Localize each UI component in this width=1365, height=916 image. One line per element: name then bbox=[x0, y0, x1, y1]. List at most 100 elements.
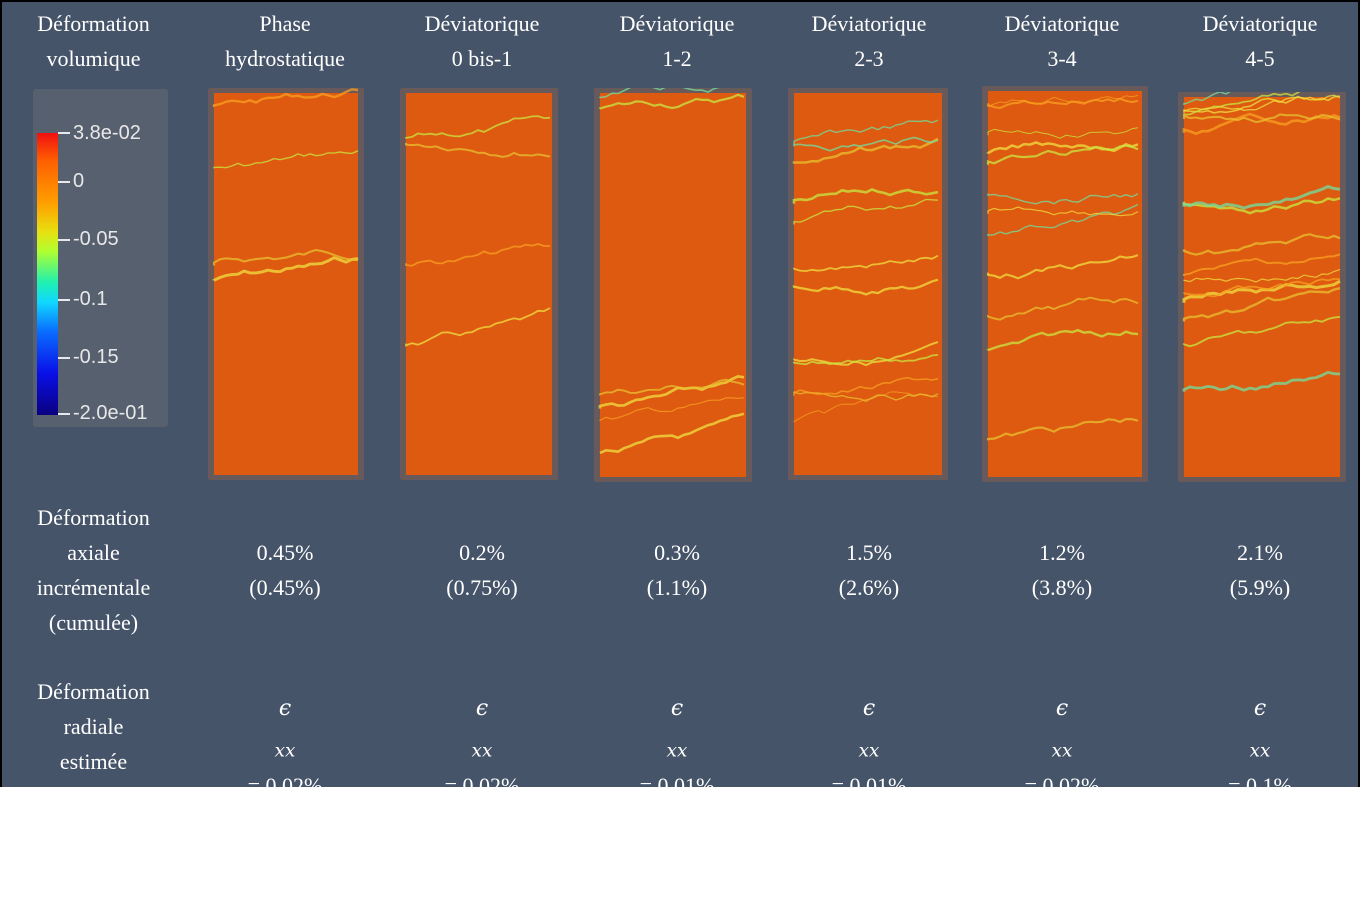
label-line: Déformation bbox=[37, 11, 150, 36]
shear-band bbox=[986, 254, 1139, 280]
eyy-value: =0.2% bbox=[1230, 885, 1290, 911]
shear-band bbox=[1182, 113, 1341, 124]
header-line: Déviatorique bbox=[811, 11, 927, 36]
column-header-5: Déviatorique 4-5 bbox=[1165, 6, 1355, 86]
shear-band bbox=[986, 144, 1139, 165]
shear-band bbox=[212, 88, 359, 107]
incremental-value: 0.45% bbox=[256, 540, 314, 565]
shear-band bbox=[405, 115, 551, 139]
shear-band bbox=[793, 391, 939, 423]
exx-value: = 0.1% bbox=[1228, 773, 1292, 799]
eyy-value: =0.06% bbox=[1027, 885, 1097, 911]
header-line: Déviatorique bbox=[1004, 11, 1120, 36]
shear-band bbox=[1182, 287, 1341, 322]
cumulative-value: (1.1%) bbox=[646, 575, 708, 600]
shear-band bbox=[1182, 197, 1341, 215]
eyy-line: ϵ yy =0.01% bbox=[190, 803, 380, 915]
shear-band bbox=[1183, 277, 1341, 298]
epsilon-symbol: ϵ bbox=[862, 808, 876, 834]
shear-band bbox=[987, 206, 1139, 217]
sample-image-5 bbox=[1178, 92, 1346, 482]
shear-band bbox=[793, 341, 939, 367]
label-line: axiale bbox=[67, 540, 120, 565]
subscript-yy: yy bbox=[1249, 852, 1271, 874]
colorbar-tick-label: -0.05 bbox=[73, 228, 119, 250]
exx-value: = 0.01% bbox=[831, 773, 907, 799]
epsilon-symbol: ϵ bbox=[475, 696, 489, 721]
axial-cell-4: 1.2% (3.8%) bbox=[967, 535, 1157, 605]
sample-image-1 bbox=[400, 88, 558, 480]
shear-band bbox=[986, 328, 1139, 352]
header-line: 1-2 bbox=[662, 46, 692, 71]
colorbar-tick bbox=[58, 357, 70, 359]
shear-band bbox=[793, 119, 939, 144]
colorbar-tick-label: 3.8e-02 bbox=[73, 122, 141, 144]
shear-band bbox=[1182, 233, 1341, 256]
shear-band bbox=[598, 375, 745, 409]
colorbar-tick-label: 0 bbox=[73, 170, 85, 192]
label-line: Déformation bbox=[37, 679, 150, 704]
axial-cell-1: 0.2% (0.75%) bbox=[387, 535, 577, 605]
eyy-line: ϵ yy =0.2% bbox=[1165, 803, 1355, 915]
epsilon-symbol: ϵ bbox=[278, 808, 292, 834]
column-header-0: Phase hydrostatique bbox=[190, 6, 380, 86]
axial-cell-3: 1.5% (2.6%) bbox=[774, 535, 964, 605]
subscript-xx: xx bbox=[274, 740, 296, 762]
colorbar-tick bbox=[58, 413, 70, 415]
colorbar-tick-label: -0.15 bbox=[73, 346, 119, 368]
epsilon-symbol: ϵ bbox=[1055, 696, 1069, 721]
eyy-line: ϵ yy =0.01% bbox=[582, 803, 772, 915]
radial-cell-4: ϵ xx = 0.02% ϵ yy =0.06% bbox=[967, 691, 1157, 916]
shear-band bbox=[793, 354, 939, 366]
column-header-2: Déviatorique 1-2 bbox=[582, 6, 772, 86]
colorbar-tick-label: -0.1 bbox=[73, 288, 108, 310]
column-header-4: Déviatorique 3-4 bbox=[967, 6, 1157, 86]
shear-band bbox=[212, 248, 359, 266]
label-line: estimée bbox=[59, 749, 128, 774]
subscript-xx: xx bbox=[858, 740, 880, 762]
header-line: Déviatorique bbox=[1202, 11, 1318, 36]
epsilon-symbol: ϵ bbox=[475, 808, 489, 834]
shear-band bbox=[213, 150, 359, 169]
shear-band bbox=[986, 97, 1139, 110]
exx-value: = 0.02% bbox=[444, 773, 520, 799]
epsilon-symbol: ϵ bbox=[1253, 696, 1267, 721]
axial-cell-0: 0.45% (0.45%) bbox=[190, 535, 380, 605]
colorbar-tick bbox=[58, 181, 70, 183]
shear-band bbox=[1183, 94, 1341, 113]
label-line: radiale bbox=[63, 714, 124, 739]
shear-band bbox=[599, 88, 727, 99]
cumulative-value: (0.45%) bbox=[249, 575, 321, 600]
eyy-line: ϵ yy =0.06% bbox=[967, 803, 1157, 915]
shear-band bbox=[1183, 92, 1231, 106]
radial-cell-5: ϵ xx = 0.1% ϵ yy =0.2% bbox=[1165, 691, 1355, 916]
cumulative-value: (3.8%) bbox=[1031, 575, 1093, 600]
header-line: 0 bis-1 bbox=[451, 46, 513, 71]
shear-band bbox=[792, 137, 939, 164]
header-line: Déviatorique bbox=[424, 11, 540, 36]
subscript-yy: yy bbox=[666, 852, 688, 874]
colorbar-tick bbox=[58, 239, 70, 241]
axial-cell-5: 2.1% (5.9%) bbox=[1165, 535, 1355, 605]
colorbar-gradient bbox=[37, 133, 58, 415]
label-line: incrémentale bbox=[36, 575, 151, 600]
subscript-yy: yy bbox=[1051, 852, 1073, 874]
cumulative-value: (2.6%) bbox=[838, 575, 900, 600]
shear-band bbox=[599, 397, 745, 422]
shear-band bbox=[598, 93, 745, 110]
shear-band bbox=[987, 127, 1139, 139]
epsilon-symbol: ϵ bbox=[1055, 808, 1069, 834]
shear-band bbox=[405, 243, 550, 267]
eyy-line: ϵ yy =0.02% bbox=[387, 803, 577, 915]
incremental-value: 2.1% bbox=[1237, 540, 1283, 565]
shear-band bbox=[793, 376, 939, 396]
epsilon-symbol: ϵ bbox=[670, 808, 684, 834]
shear-band bbox=[1183, 95, 1341, 114]
subscript-xx: xx bbox=[1051, 740, 1073, 762]
radial-cell-3: ϵ xx = 0.01% ϵ yy =0.05% bbox=[774, 691, 964, 916]
exx-value: = 0.01% bbox=[639, 773, 715, 799]
colorbar-tick-label: -2.0e-01 bbox=[73, 402, 148, 424]
eyy-value: =0.05% bbox=[834, 885, 904, 911]
header-colorbar-label: Déformation volumique bbox=[2, 6, 185, 86]
header-line: hydrostatique bbox=[225, 46, 345, 71]
